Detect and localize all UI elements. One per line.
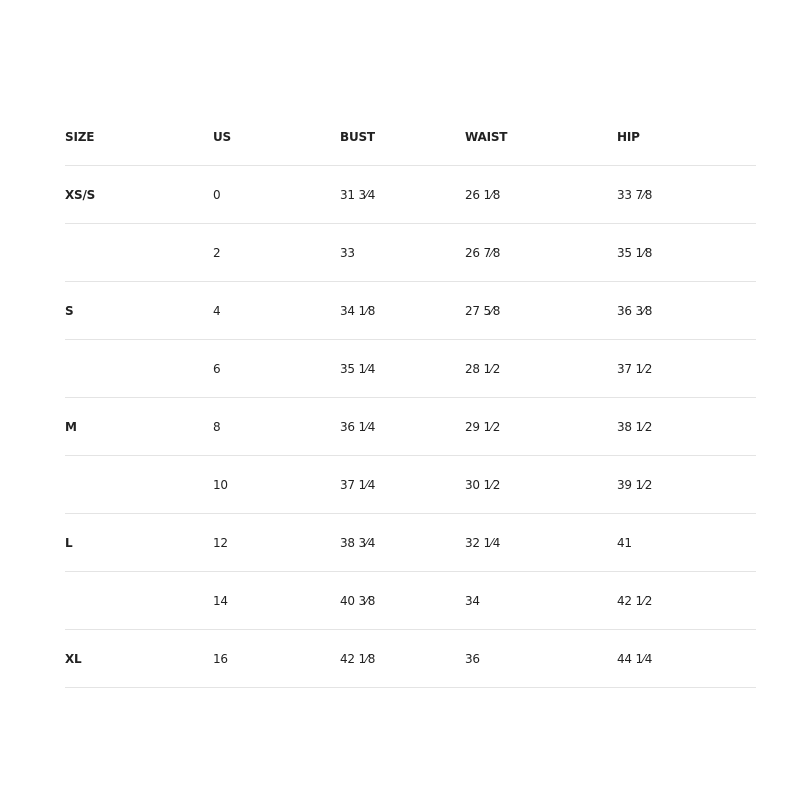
table-row: M 8 36 1⁄4 29 1⁄2 38 1⁄2 [65,398,756,456]
table-row: 14 40 3⁄8 34 42 1⁄2 [65,572,756,630]
cell-us: 8 [213,419,221,434]
cell-hip: 35 1⁄8 [617,245,653,260]
cell-hip: 36 3⁄8 [617,303,653,318]
cell-waist: 26 7⁄8 [465,245,501,260]
cell-us: 0 [213,187,221,202]
cell-bust: 33 [340,245,355,260]
cell-bust: 34 1⁄8 [340,303,376,318]
cell-us: 4 [213,303,221,318]
cell-size: M [65,419,77,434]
cell-hip: 44 1⁄4 [617,651,653,666]
table-row: S 4 34 1⁄8 27 5⁄8 36 3⁄8 [65,282,756,340]
header-size: SIZE [65,129,95,144]
cell-bust: 42 1⁄8 [340,651,376,666]
cell-waist: 36 [465,651,480,666]
table-row: XS/S 0 31 3⁄4 26 1⁄8 33 7⁄8 [65,166,756,224]
table-row: 10 37 1⁄4 30 1⁄2 39 1⁄2 [65,456,756,514]
table-row: L 12 38 3⁄4 32 1⁄4 41 [65,514,756,572]
cell-hip: 42 1⁄2 [617,593,653,608]
cell-us: 10 [213,477,228,492]
header-hip: HIP [617,129,640,144]
cell-bust: 36 1⁄4 [340,419,376,434]
cell-waist: 26 1⁄8 [465,187,501,202]
cell-hip: 41 [617,535,632,550]
cell-waist: 29 1⁄2 [465,419,501,434]
cell-waist: 27 5⁄8 [465,303,501,318]
cell-size: XL [65,651,82,666]
table-header-row: SIZE US BUST WAIST HIP [65,108,756,166]
cell-size: XS/S [65,187,96,202]
header-bust: BUST [340,129,375,144]
cell-bust: 37 1⁄4 [340,477,376,492]
cell-size: S [65,303,74,318]
cell-waist: 28 1⁄2 [465,361,501,376]
cell-hip: 39 1⁄2 [617,477,653,492]
cell-bust: 40 3⁄8 [340,593,376,608]
cell-us: 12 [213,535,228,550]
cell-hip: 33 7⁄8 [617,187,653,202]
cell-bust: 35 1⁄4 [340,361,376,376]
cell-size: L [65,535,73,550]
cell-us: 6 [213,361,221,376]
header-us: US [213,129,231,144]
size-chart-table: SIZE US BUST WAIST HIP XS/S 0 31 3⁄4 26 1⁄8… [65,108,756,688]
cell-bust: 31 3⁄4 [340,187,376,202]
cell-us: 14 [213,593,228,608]
cell-us: 16 [213,651,228,666]
cell-us: 2 [213,245,221,260]
cell-hip: 38 1⁄2 [617,419,653,434]
table-row: XL 16 42 1⁄8 36 44 1⁄4 [65,630,756,688]
header-waist: WAIST [465,129,508,144]
cell-waist: 32 1⁄4 [465,535,501,550]
cell-waist: 34 [465,593,480,608]
table-row: 6 35 1⁄4 28 1⁄2 37 1⁄2 [65,340,756,398]
table-row: 2 33 26 7⁄8 35 1⁄8 [65,224,756,282]
cell-waist: 30 1⁄2 [465,477,501,492]
cell-hip: 37 1⁄2 [617,361,653,376]
cell-bust: 38 3⁄4 [340,535,376,550]
